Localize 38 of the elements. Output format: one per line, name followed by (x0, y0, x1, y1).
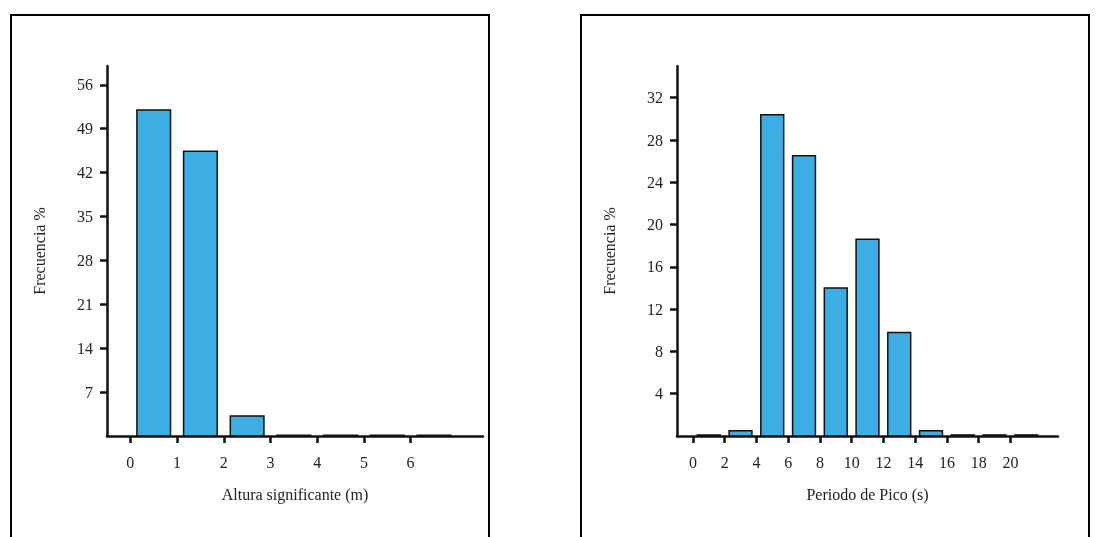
x-tick-label: 0 (688, 453, 697, 471)
y-tick-label: 49 (77, 120, 93, 138)
x-tick-label: 2 (720, 453, 729, 471)
y-tick-label: 32 (647, 89, 663, 107)
x-tick-label: 4 (752, 453, 761, 471)
x-tick-label: 0 (126, 453, 135, 471)
y-tick-label: 28 (647, 131, 663, 149)
y-tick-label: 12 (647, 300, 663, 318)
y-tick-label: 56 (77, 76, 93, 94)
x-tick-label: 16 (938, 453, 955, 471)
y-tick-label: 21 (77, 295, 93, 313)
x-axis-title: Periodo de Pico (s) (806, 485, 929, 504)
x-tick-label: 18 (970, 453, 987, 471)
y-tick-label: 28 (77, 251, 93, 269)
x-tick-label: 14 (907, 453, 924, 471)
x-tick-label: 8 (815, 453, 824, 471)
x-tick-label: 1 (173, 453, 182, 471)
y-tick-label: 16 (647, 258, 663, 276)
y-tick-label: 35 (77, 208, 93, 226)
x-tick-label: 5 (359, 453, 368, 471)
x-tick-label: 3 (266, 453, 275, 471)
y-axis-title: Frecuencia % (600, 207, 618, 295)
y-tick-label: 8 (655, 342, 663, 360)
y-tick-label: 7 (85, 383, 93, 401)
x-tick-label: 6 (406, 453, 415, 471)
y-tick-label: 4 (655, 385, 663, 403)
x-axis-title: Altura significante (m) (221, 485, 369, 504)
x-tick-label: 20 (1002, 453, 1019, 471)
x-tick-label: 2 (219, 453, 228, 471)
x-tick-label: 10 (843, 453, 860, 471)
y-tick-label: 24 (647, 173, 663, 191)
y-tick-label: 42 (77, 164, 93, 182)
y-tick-label: 14 (77, 339, 93, 357)
x-tick-label: 12 (875, 453, 892, 471)
x-tick-label: 6 (784, 453, 793, 471)
y-axis-title: Frecuencia % (30, 207, 48, 295)
x-tick-label: 4 (313, 453, 322, 471)
y-tick-label: 20 (647, 216, 663, 234)
